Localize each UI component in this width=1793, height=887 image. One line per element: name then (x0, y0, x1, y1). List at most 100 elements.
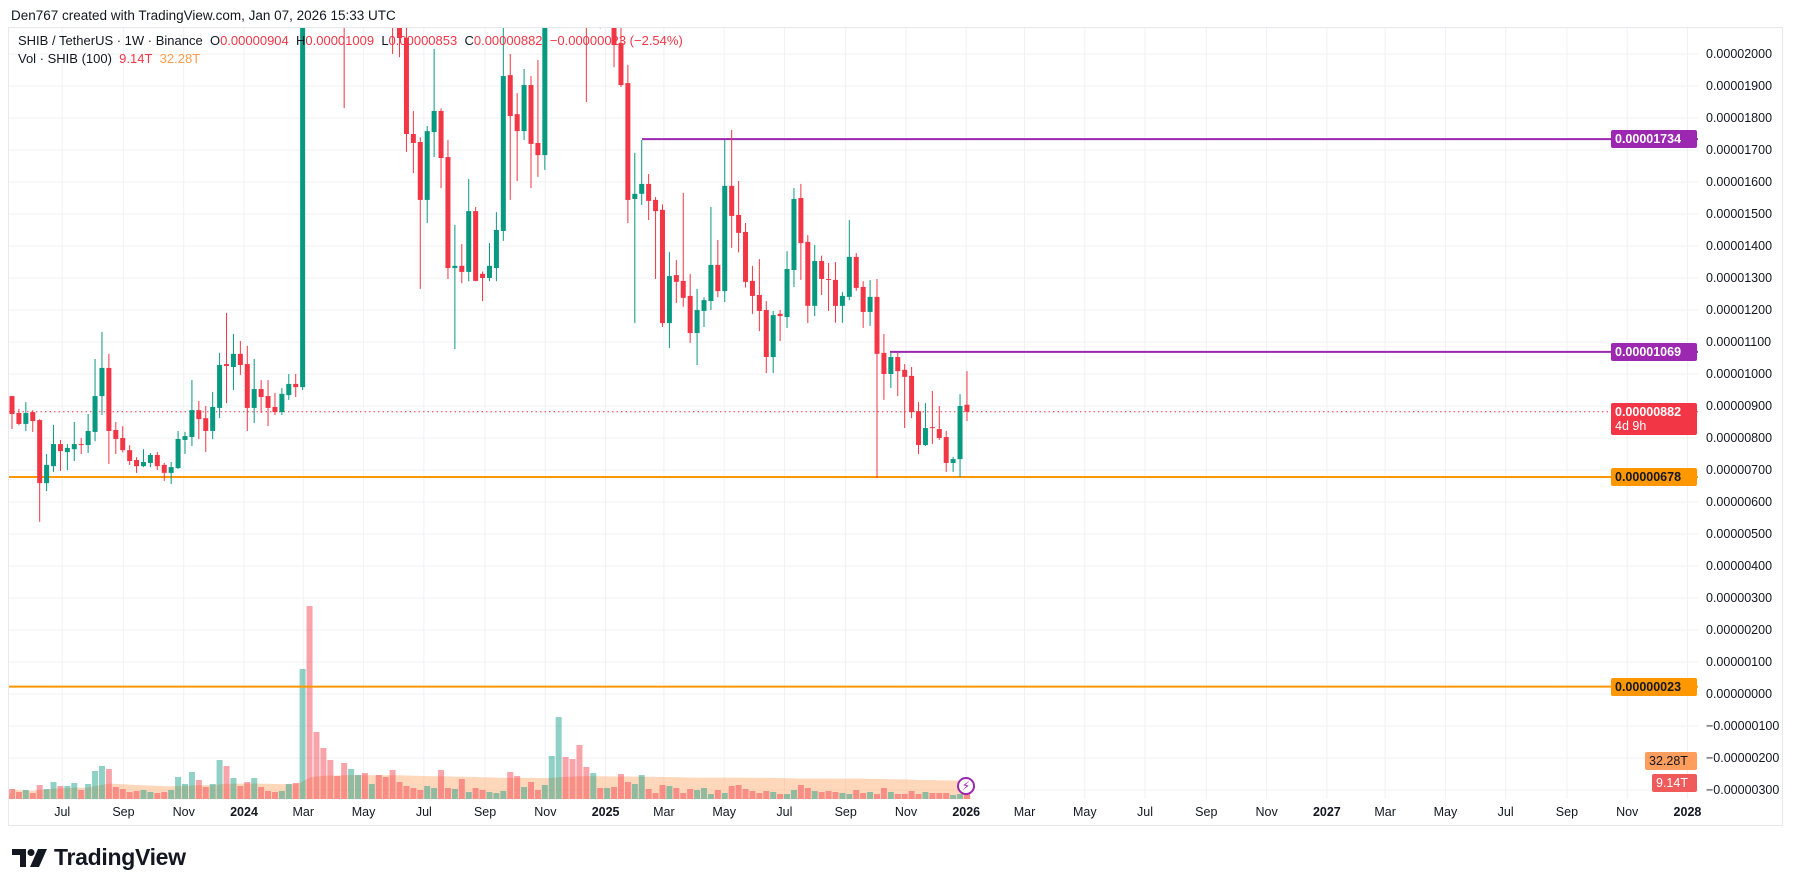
tradingview-logo[interactable]: TradingView (12, 844, 186, 871)
volume-bar (486, 792, 493, 799)
candle-body (258, 389, 264, 398)
candle (708, 206, 714, 310)
candle-body (16, 413, 22, 424)
candle-body (507, 75, 513, 117)
candle (805, 235, 811, 324)
time-tick: Jul (1497, 805, 1514, 819)
volume-bar (922, 792, 929, 799)
volume-bar (50, 782, 57, 799)
candle (272, 392, 278, 415)
candle-body (722, 185, 728, 292)
candle-body (950, 459, 956, 463)
candle-body (943, 437, 949, 463)
time-tick: Mar (1374, 805, 1396, 819)
grid (9, 28, 1698, 799)
volume-ma-value: 32.28T (159, 51, 201, 66)
candle (881, 334, 887, 400)
volume-bar (707, 794, 714, 799)
candle-body (687, 295, 693, 334)
candle (784, 251, 790, 328)
candle (279, 388, 285, 415)
level-price-label-text: 0.00000023 (1615, 679, 1682, 694)
candle-body (51, 444, 57, 467)
volume-title[interactable]: Vol · SHIB (100) (18, 51, 112, 66)
candle-body (244, 364, 250, 408)
candle-body (403, 38, 409, 134)
volume-bar (327, 760, 334, 799)
candle (680, 192, 686, 307)
candle (265, 380, 271, 427)
time-tick: 2024 (230, 805, 258, 819)
low-label: L (381, 33, 389, 48)
candle (424, 126, 430, 223)
candle-body (210, 406, 216, 431)
time-tick: 2027 (1312, 805, 1341, 819)
last-price-label: 0.00000882 4d 9h (1611, 402, 1697, 435)
candle (64, 444, 70, 470)
candle-body (895, 357, 901, 372)
candle-body (175, 438, 181, 469)
volume-bar (313, 732, 320, 799)
time-tick: Jul (415, 805, 432, 819)
symbol-title[interactable]: SHIB / TetherUS · 1W · Binance (18, 33, 203, 48)
candle-body (473, 211, 479, 281)
candle (895, 352, 901, 397)
candle (120, 426, 126, 453)
volume-bar (368, 784, 375, 799)
time-tick: May (712, 805, 736, 819)
time-tick: 2025 (591, 805, 620, 819)
volume-bar (887, 792, 894, 799)
volume-bar (15, 792, 22, 799)
candle-body (486, 265, 492, 278)
volume-bar (562, 757, 569, 799)
price-tick: 0.00001800 (1706, 111, 1773, 125)
candle-body (127, 450, 133, 462)
candle (888, 352, 894, 389)
chart-credit: Den767 created with TradingView.com, Jan… (11, 8, 396, 23)
candle-body (196, 410, 202, 420)
lightning-icon[interactable]: ⚡ (957, 777, 975, 795)
time-tick: Nov (534, 805, 557, 819)
candle-body (64, 447, 70, 453)
candle-body (237, 353, 243, 366)
volume-bar (804, 788, 811, 799)
candle (51, 424, 57, 472)
price-tick: 0.00000000 (1706, 687, 1773, 701)
volume-bar (583, 767, 590, 799)
volume-bar (818, 792, 825, 799)
volume-bar (534, 790, 541, 799)
candle (403, 28, 409, 152)
volume-bar (701, 788, 707, 799)
candle-body (805, 241, 811, 306)
candle (585, 28, 587, 102)
volume-bar (341, 763, 348, 799)
volume-bar (860, 793, 867, 799)
candle-body (182, 436, 188, 440)
candle (756, 259, 762, 332)
price-tick: −0.00000300 (1706, 783, 1780, 797)
price-tick: 0.00000800 (1706, 431, 1773, 445)
volume-bar (22, 790, 29, 799)
volume-bar (355, 775, 361, 799)
candle-body (964, 404, 970, 412)
volume-bar (175, 777, 182, 799)
price-tick: 0.00001200 (1706, 303, 1773, 317)
candle (909, 366, 915, 419)
low-value: 0.00000853 (388, 33, 458, 48)
candle (203, 406, 209, 453)
volume-bar (85, 784, 92, 799)
candle-body (424, 131, 430, 200)
candle-body (749, 280, 755, 296)
symbol-legend: SHIB / TetherUS · 1W · Binance O0.000009… (18, 33, 683, 48)
candle-body (680, 280, 686, 298)
time-tick: Sep (1555, 805, 1579, 819)
candle-body (251, 389, 257, 408)
volume-bar (230, 778, 237, 799)
volume-bar (687, 789, 694, 799)
candle-body (659, 209, 665, 324)
volume-bar (645, 789, 652, 799)
candle-body (230, 353, 236, 367)
candle (964, 371, 970, 422)
candle (161, 462, 167, 481)
